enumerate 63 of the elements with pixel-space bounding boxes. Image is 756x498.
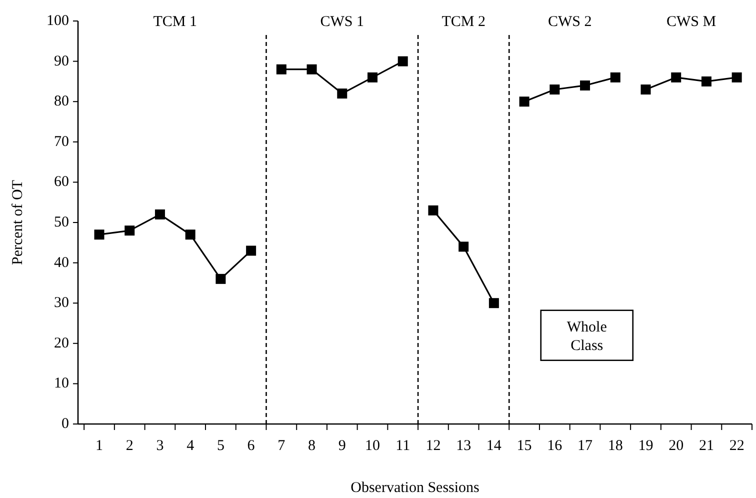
y-tick-label: 10 <box>54 376 69 392</box>
point <box>550 84 560 95</box>
x-tick-label: 7 <box>278 438 286 454</box>
point <box>488 298 499 308</box>
point <box>458 242 469 252</box>
x-tick-label: 4 <box>186 438 195 454</box>
point <box>610 72 620 82</box>
x-tick-label: 16 <box>547 438 563 454</box>
x-tick-label: 18 <box>608 438 623 454</box>
x-tick-label: 11 <box>396 438 410 454</box>
point <box>124 226 135 236</box>
x-tick-label: 20 <box>668 438 684 454</box>
x-tick-label: 15 <box>516 438 532 454</box>
point <box>701 76 712 86</box>
annotation: TCM 2 <box>442 14 486 30</box>
x-tick-label: 2 <box>126 438 134 454</box>
x-tick-label: 19 <box>638 438 654 454</box>
y-tick-label: 70 <box>54 134 69 150</box>
point <box>306 64 317 74</box>
x-tick-label: 14 <box>486 438 502 454</box>
y-tick-label: 60 <box>54 174 69 190</box>
x-tick-label: 10 <box>364 438 380 454</box>
y-tick-label: 30 <box>54 295 69 312</box>
y-tick-label: 20 <box>54 335 69 352</box>
x-tick-label: 1 <box>96 438 103 454</box>
point <box>154 209 165 220</box>
y-tick-label: 90 <box>54 53 69 70</box>
point <box>671 72 682 82</box>
y-tick-label: 100 <box>46 13 69 29</box>
point <box>185 230 196 240</box>
annotation: CWS 1 <box>320 14 364 30</box>
x-tick-label: 5 <box>216 438 224 454</box>
x-tick-label: 21 <box>698 438 714 454</box>
annotation: TCM 1 <box>153 14 198 30</box>
point <box>398 56 408 66</box>
annotation: Whole Class <box>566 319 608 354</box>
y-tick-label: 80 <box>54 94 69 110</box>
point <box>640 84 651 95</box>
point <box>367 72 378 82</box>
point <box>337 88 348 99</box>
x-tick-label: 9 <box>338 438 346 454</box>
annotation: CWS 2 <box>548 14 592 30</box>
y-tick-label: 40 <box>54 254 69 271</box>
x-tick-label: 13 <box>456 438 472 454</box>
x-tick-label: 12 <box>426 438 441 454</box>
point <box>428 205 438 216</box>
point <box>580 80 590 90</box>
point <box>216 274 226 284</box>
point <box>94 230 104 240</box>
x-tick-label: 17 <box>578 438 594 454</box>
x-tick-label: 3 <box>156 438 164 454</box>
x-tick-label: 8 <box>308 438 316 454</box>
y-tick-label: 50 <box>54 214 69 230</box>
x-axis-title: Observation Sessions <box>350 480 480 496</box>
annotation: CWS M <box>666 14 716 30</box>
x-tick-label: 22 <box>729 438 744 454</box>
point <box>732 72 742 82</box>
point <box>519 96 530 107</box>
y-tick-label: 0 <box>62 416 69 432</box>
y-axis-title: Percent of OT <box>10 180 26 265</box>
x-tick-label: 6 <box>247 438 256 454</box>
point <box>246 246 256 256</box>
point <box>276 64 286 74</box>
